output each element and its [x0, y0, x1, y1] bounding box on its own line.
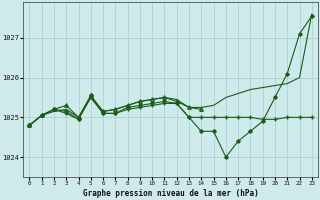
X-axis label: Graphe pression niveau de la mer (hPa): Graphe pression niveau de la mer (hPa)	[83, 189, 259, 198]
